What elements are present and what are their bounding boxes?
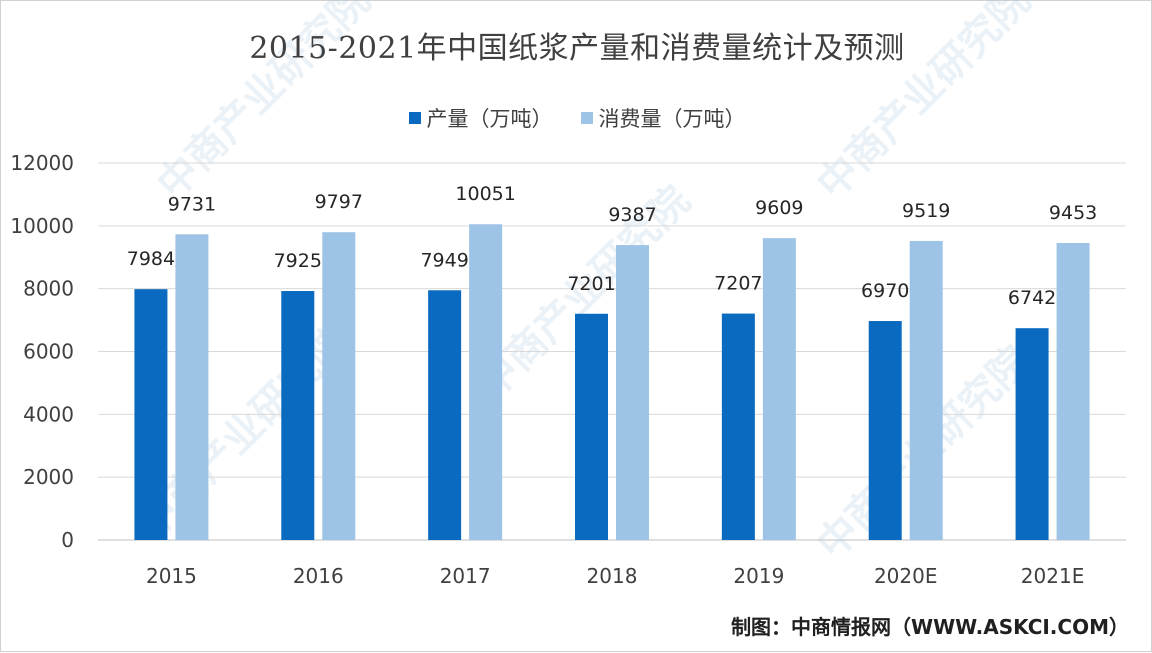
data-label-consumption: 10051 [455,183,515,205]
data-label-consumption: 9797 [315,191,363,213]
bar-consumption [616,245,649,541]
legend: 产量（万吨） 消费量（万吨） [1,103,1152,133]
data-label-production: 7925 [274,250,322,272]
legend-swatch-consumption [580,112,593,124]
x-tick-label: 2018 [587,564,638,588]
x-tick-label: 2016 [293,564,344,588]
data-label-production: 7984 [127,248,175,270]
bar-consumption [469,224,503,540]
source-note: 制图：中商情报网（WWW.ASKCI.COM） [731,615,1129,639]
chart-title: 2015-2021年中国纸浆产量和消费量统计及预测 [249,31,905,66]
data-label-consumption: 9387 [608,204,656,226]
x-tick-label: 2015 [146,564,197,588]
legend-swatch-production [408,112,421,124]
y-tick-label: 6000 [23,340,74,364]
bar-production [868,321,902,540]
bar-consumption [909,240,943,540]
data-label-consumption: 9453 [1049,202,1097,224]
bar-consumption [1056,243,1090,540]
y-tick-label: 0 [61,528,74,552]
data-label-consumption: 9519 [902,200,950,222]
data-label-production: 7207 [714,273,762,295]
data-label-production: 6970 [861,280,909,302]
legend-label-consumption: 消费量（万吨） [598,107,746,131]
y-tick-label: 4000 [23,402,74,426]
data-label-production: 7949 [420,249,468,271]
x-tick-label: 2020E [874,564,938,588]
data-label-consumption: 9731 [168,193,216,215]
legend-label-production: 产量（万吨） [426,107,553,131]
bar-production [575,313,608,540]
y-tick-label: 10000 [10,214,74,238]
data-label-production: 7201 [567,273,615,295]
x-tick-label: 2021E [1021,564,1085,588]
bar-production [1015,328,1049,540]
data-label-production: 6742 [1008,287,1056,309]
bar-production [721,313,755,540]
data-label-consumption: 9609 [755,197,803,219]
legend-item-production: 产量（万吨） [408,103,553,133]
bar-consumption [762,238,796,540]
y-tick-label: 8000 [23,277,74,301]
legend-item-consumption: 消费量（万吨） [580,103,746,133]
bar-production [428,290,462,540]
x-tick-label: 2017 [440,564,491,588]
bar-production [134,289,168,540]
y-tick-label: 2000 [23,465,74,489]
y-tick-label: 12000 [10,151,74,175]
bar-consumption [175,234,209,540]
bar-production [281,291,315,540]
x-tick-label: 2019 [733,564,784,588]
bar-consumption [322,232,356,540]
